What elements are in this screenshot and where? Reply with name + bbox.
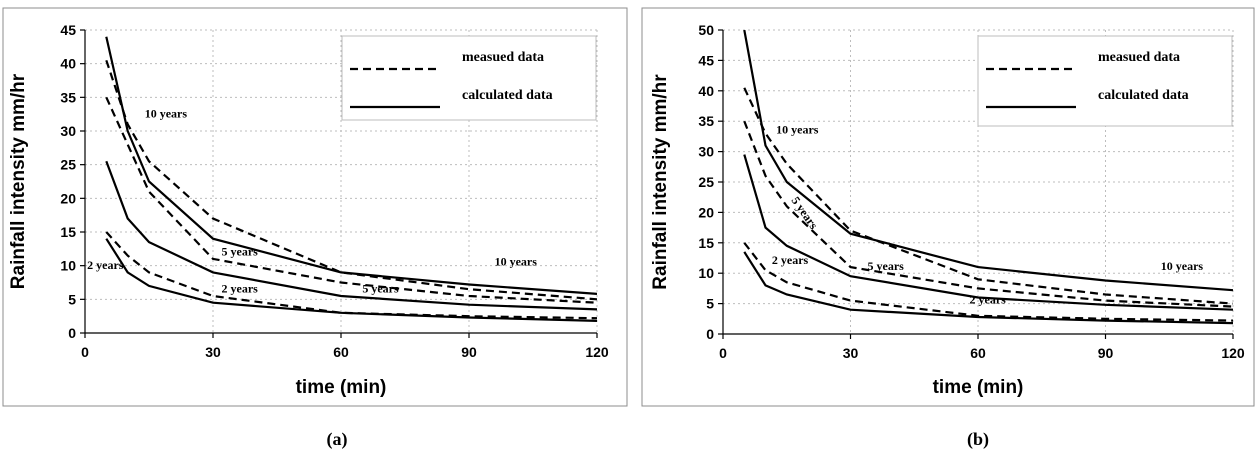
chart-b-series-0-measured	[743, 87, 1233, 305]
chart-b-legend-box	[977, 35, 1233, 127]
chart-b-annotation-4: 2 years	[970, 293, 1007, 307]
chart-a-xtick-label-4: 120	[585, 344, 609, 360]
chart-a-annotation-0: 10 years	[145, 107, 188, 121]
chart-a-xtick-label-0: 0	[81, 344, 89, 360]
chart-b-series-group	[743, 30, 1233, 325]
chart-b-legend-label-0: measued data	[1098, 50, 1180, 65]
chart-a-xtick-label-1: 30	[205, 344, 221, 360]
chart-b-xtick-label-0: 0	[719, 345, 727, 361]
chart-b-ytick-label-3: 15	[698, 235, 714, 251]
chart-b-annotation-5: 10 years	[1161, 259, 1204, 273]
chart-a-ytick-label-4: 20	[60, 190, 76, 206]
chart-b-ytick-label-0: 0	[706, 326, 714, 342]
chart-a-xtick-label-2: 60	[333, 344, 349, 360]
chart-a-series-4-calculated	[105, 160, 597, 311]
chart-b-series-5-calculated	[743, 251, 1233, 325]
chart-a-series-group	[105, 36, 597, 322]
chart-a-annotation-5: 10 years	[495, 255, 538, 269]
caption-b: (b)	[967, 429, 989, 450]
chart-a-ytick-label-3: 15	[60, 224, 76, 240]
chart-a-ytick-label-9: 45	[60, 22, 76, 38]
chart-b-ytick-label-8: 40	[698, 83, 714, 99]
chart-a-legend-label-1: calculated data	[462, 88, 553, 103]
chart-a-annotation-4: 5 years	[362, 282, 399, 296]
chart-b-ytick-label-6: 30	[698, 144, 714, 160]
chart-b-ytick-label-10: 50	[698, 22, 714, 38]
chart-b-ytick-label-1: 5	[706, 296, 714, 312]
chart-a-legend-label-0: measued data	[462, 50, 544, 65]
chart-a-ytick-label-8: 40	[60, 56, 76, 72]
chart-a-series-3-calculated	[105, 36, 597, 295]
chart-b-legend-label-1: calculated data	[1098, 88, 1189, 103]
chart-b-annotation-2: 2 years	[772, 253, 809, 267]
chart-a-xtick-label-3: 90	[461, 344, 477, 360]
chart-a-ytick-label-2: 10	[60, 258, 76, 274]
chart-a-series-2-measured	[105, 231, 597, 320]
chart-b-series-3-calculated	[743, 30, 1233, 292]
chart-b-xtick-label-1: 30	[843, 345, 859, 361]
chart-b-series-1-measured	[743, 120, 1233, 308]
chart-a-series-1-measured	[105, 96, 597, 304]
chart-a-ytick-label-0: 0	[68, 325, 76, 341]
chart-b-ytick-label-4: 20	[698, 204, 714, 220]
chart-b-xtick-label-2: 60	[970, 345, 986, 361]
chart-b-series-4-calculated	[743, 154, 1233, 311]
chart-a-annotation-2: 2 years	[222, 282, 259, 296]
chart-b-xtick-label-3: 90	[1098, 345, 1114, 361]
chart-a-xlabel: time (min)	[296, 377, 387, 398]
chart-b-annotation-0: 10 years	[776, 122, 819, 136]
chart-b-ytick-label-2: 10	[698, 265, 714, 281]
chart-a-ytick-label-6: 30	[60, 123, 76, 139]
chart-b-ytick-label-7: 35	[698, 113, 714, 129]
chart-b-xtick-label-4: 120	[1221, 345, 1245, 361]
chart-a-annotation-1: 5 years	[222, 245, 259, 259]
chart-a-series-5-calculated	[105, 238, 597, 322]
chart-a: 0 5 10 15 20 25 30 35 40 45 0 30 60 90 120 time (min) Ra…	[8, 22, 609, 398]
chart-b-ytick-label-9: 45	[698, 52, 714, 68]
chart-b-xlabel: time (min)	[933, 377, 1024, 398]
chart-b-series-2-measured	[743, 242, 1233, 322]
chart-a-ylabel: Rainfall intensity mm/hr	[8, 73, 29, 289]
chart-b-ylabel: Rainfall intensity mm/hr	[650, 74, 671, 290]
caption-a: (a)	[327, 429, 348, 450]
chart-a-annotation-3: 2 years	[87, 258, 124, 272]
chart-a-series-0-measured	[105, 59, 597, 301]
chart-b: 0 5 10 15 20 25 30 35 40 45 50 0 30 60 90 120 time (min)…	[650, 22, 1245, 398]
chart-b-ytick-label-5: 25	[698, 174, 714, 190]
chart-a-ytick-label-5: 25	[60, 157, 76, 173]
chart-b-annotation-3: 5 years	[868, 259, 905, 273]
chart-a-ytick-label-7: 35	[60, 89, 76, 105]
chart-a-ytick-label-1: 5	[68, 291, 76, 307]
